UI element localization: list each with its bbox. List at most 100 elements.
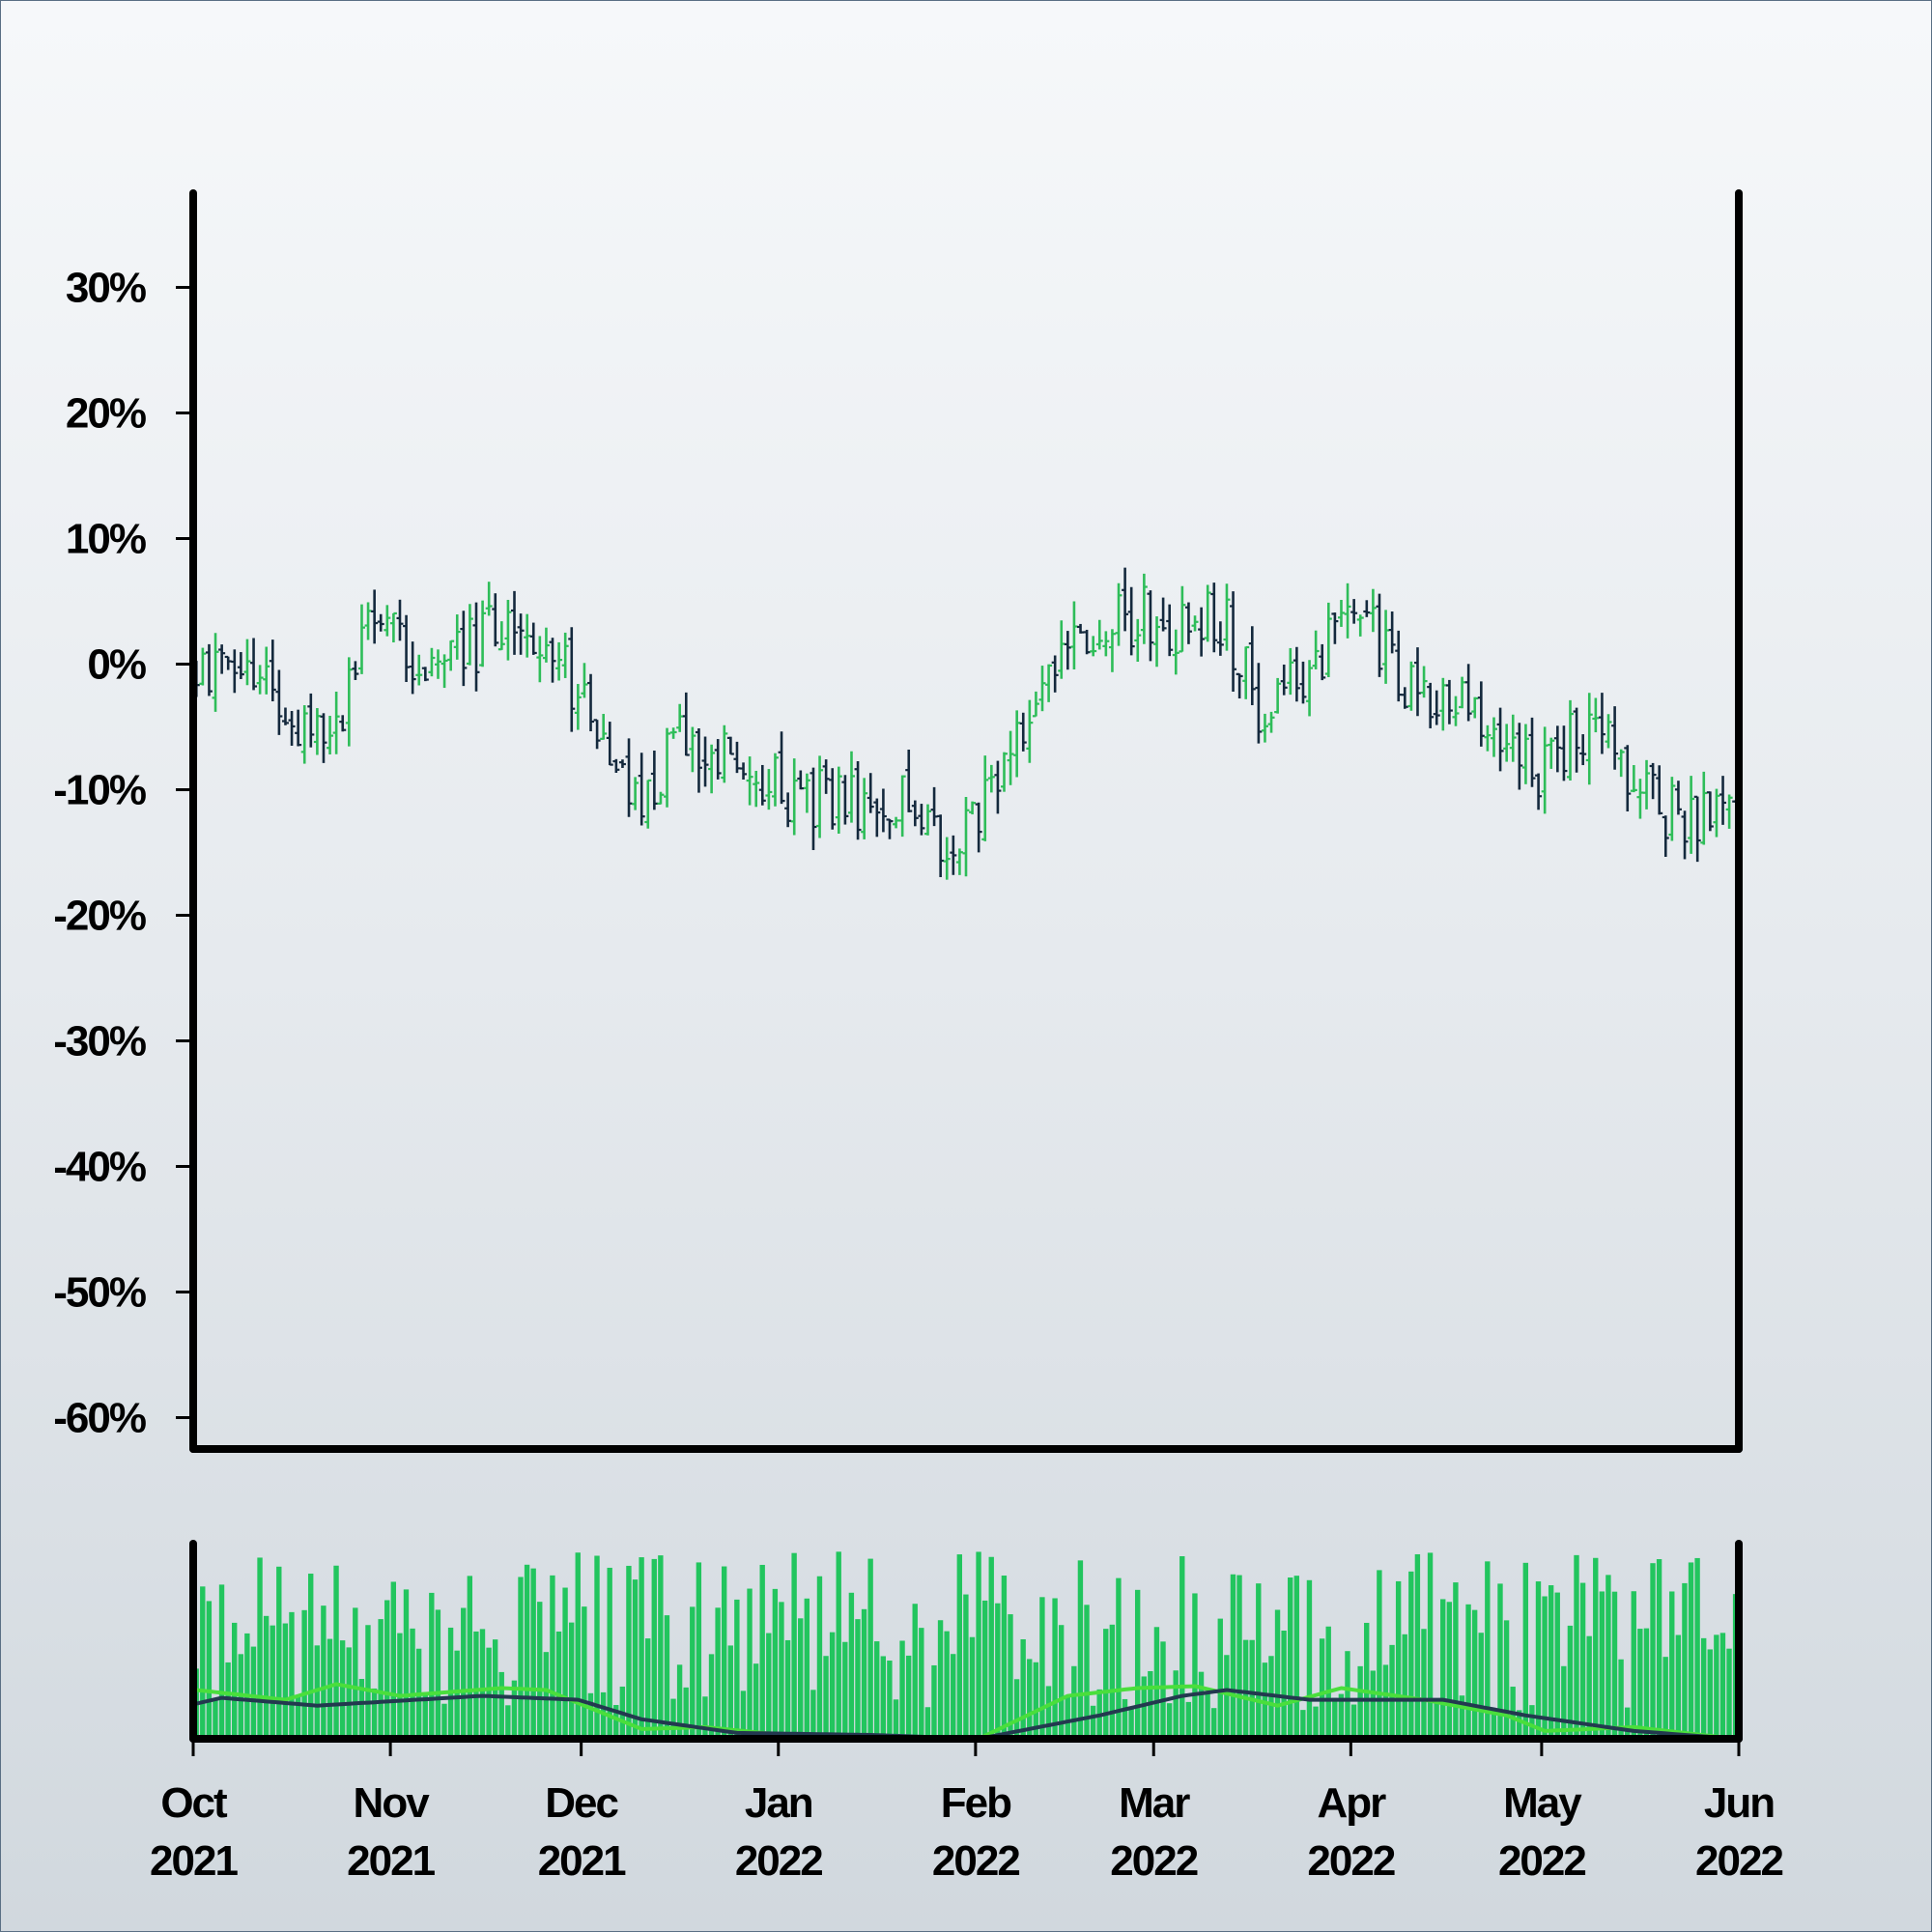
volume-bar [505,1705,511,1739]
volume-bar [651,1558,657,1739]
volume-bar [1313,1706,1319,1739]
x-tick-year-label: 2022 [1110,1837,1197,1885]
ohlc-bar [263,646,270,695]
ohlc-bar [632,777,639,810]
ohlc-bar [1560,725,1568,781]
ohlc-bar [1070,601,1078,669]
x-tick-month-label: Apr [1317,1779,1386,1827]
ohlc-bar [517,613,525,655]
volume-bar [371,1688,378,1739]
ohlc-bar [1261,713,1268,743]
ohlc-bar [300,705,308,764]
ohlc-bar [987,764,995,793]
volume-bar [753,1663,759,1739]
ohlc-bar [1688,776,1695,854]
ohlc-bar [1477,681,1485,747]
volume-bar [759,1564,765,1739]
x-tick-year-label: 2022 [1695,1837,1782,1885]
volume-bar [1242,1639,1249,1739]
volume-bar [1605,1575,1611,1739]
ohlc-bar [1605,714,1612,749]
ohlc-bar [212,633,219,712]
ohlc-bar [1521,724,1529,784]
volume-bar [568,1622,575,1739]
ohlc-bar [1662,815,1669,858]
ohlc-bar [682,692,690,756]
x-tick-year-label: 2021 [150,1837,238,1885]
ohlc-bar [1172,629,1179,675]
volume-bar [1281,1631,1287,1739]
volume-bar [1465,1604,1471,1739]
ohlc-bar [975,802,982,853]
ohlc-bar [1127,586,1135,656]
ohlc-bar [1363,600,1371,617]
volume-bar [829,1632,836,1739]
volume-bar [1599,1591,1605,1739]
ohlc-bar [803,773,810,813]
ohlc-bar [1147,590,1154,662]
ohlc-bar [1553,725,1561,773]
ohlc-bar [1319,643,1326,681]
ohlc-bar [460,611,468,687]
ohlc-bar [1038,666,1046,712]
ohlc-bar [1026,699,1034,763]
volume-bar [727,1645,733,1739]
ohlc-bar [485,582,493,616]
volume-bar [1325,1626,1331,1739]
volume-bar [410,1628,415,1739]
volume-bar [1700,1637,1707,1739]
ohlc-bar [1592,697,1600,733]
y-tick-label: 0% [87,641,145,689]
volume-bar [874,1641,880,1739]
volume-bar [784,1639,791,1739]
volume-bar [708,1654,715,1739]
volume-bar [1688,1562,1694,1739]
ohlc-bar [1439,677,1447,731]
volume-bar [842,1641,848,1739]
ohlc-bar [879,788,887,833]
ohlc-bar [1548,737,1555,769]
volume-bar [1548,1585,1554,1739]
volume-bar [1535,1581,1542,1739]
volume-bar [1478,1633,1484,1739]
ohlc-bar [1102,631,1110,657]
y-tick-label: -50% [53,1269,146,1317]
ohlc-bar [1567,699,1575,781]
ohlc-bar [1624,745,1632,811]
volume-bar [1389,1644,1395,1739]
volume-bar [1071,1665,1077,1739]
volume-bar [518,1577,524,1739]
volume-bar [944,1631,950,1739]
volume-bar [339,1640,346,1739]
ohlc-bar [1077,623,1085,634]
ohlc-bar [886,818,894,839]
ohlc-bar [345,657,353,747]
volume-bar [791,1552,797,1739]
volume-bar [740,1690,747,1739]
volume-bar [1084,1605,1090,1739]
volume-bar [600,1691,607,1739]
ohlc-bar [428,647,436,677]
ohlc-bar [313,708,321,755]
volume-bar [816,1576,823,1739]
volume-bar [441,1703,447,1739]
volume-bar [1364,1622,1370,1739]
x-tick-month-label: Feb [941,1779,1011,1827]
volume-bar [587,1692,594,1739]
ohlc-bar [969,801,977,815]
volume-bar [218,1584,225,1739]
volume-bar [295,1695,301,1739]
ohlc-bar [587,673,595,732]
ohlc-bar [1331,612,1339,644]
ohlc-bar [1611,706,1619,770]
volume-bar [912,1604,918,1739]
ohlc-bar [1649,762,1657,800]
volume-bar [644,1638,651,1739]
ohlc-bar [1045,664,1053,702]
volume-bar [772,1588,779,1739]
ohlc-bar [224,655,232,670]
volume-bar [213,1698,218,1739]
ohlc-bar [1725,794,1733,829]
ohlc-bar [384,605,391,637]
ohlc-bar [1153,616,1161,668]
